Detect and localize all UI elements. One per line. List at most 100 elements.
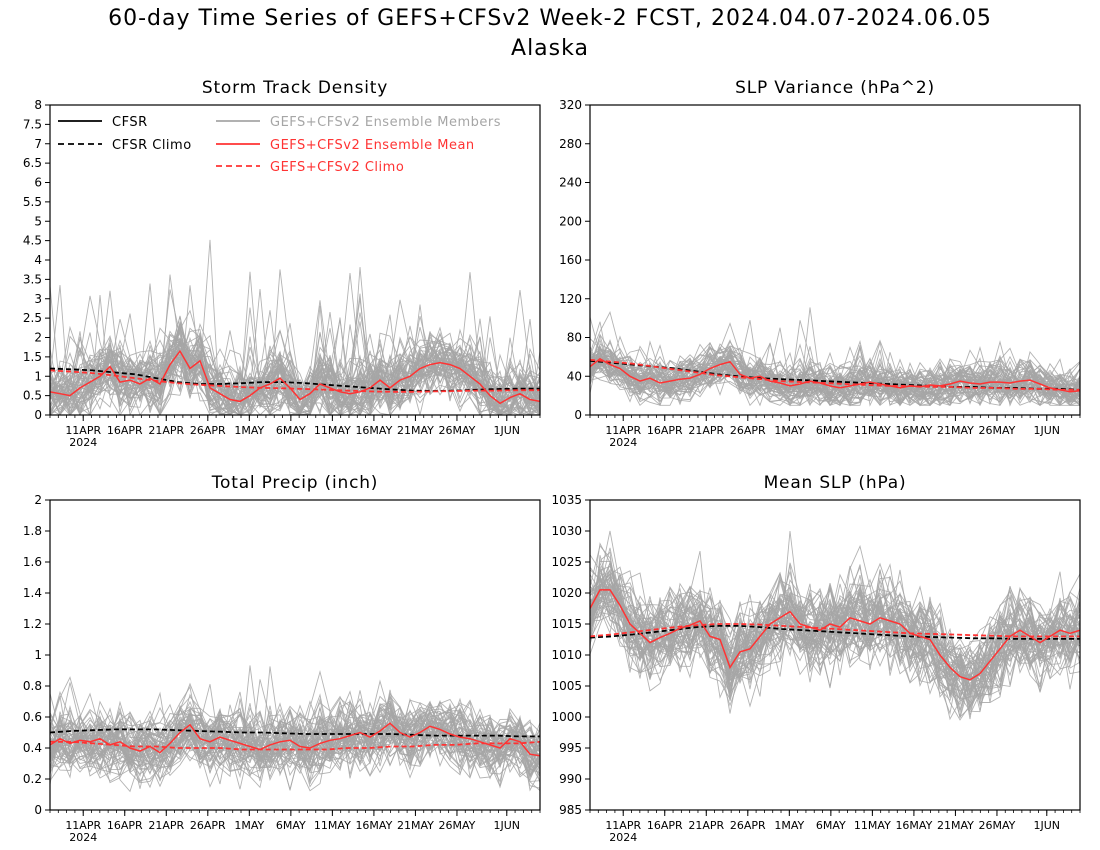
x-tick-label: 16MAY: [355, 819, 392, 832]
y-tick-label: 995: [559, 741, 582, 755]
x-tick-label: 16APR: [647, 424, 683, 437]
x-tick-label: 16APR: [107, 424, 143, 437]
x-tick-label: 26APR: [190, 819, 226, 832]
y-tick-label: 1.4: [23, 586, 42, 600]
member-line: [50, 693, 540, 770]
member-line: [50, 298, 540, 415]
panel-title: SLP Variance (hPa^2): [735, 78, 935, 98]
x-tick-label: 11MAY: [854, 819, 891, 832]
y-tick-label: 1.6: [23, 555, 42, 569]
y-tick-label: 6.5: [23, 156, 42, 170]
y-tick-label: 990: [559, 772, 582, 786]
series-gefs-cfsv2-climo: [50, 369, 540, 393]
x-tick-label: 6MAY: [816, 424, 846, 437]
legend-label-gefs-cfsv2-climo: GEFS+CFSv2 Climo: [270, 160, 404, 175]
panel-2: SLP Variance (hPa^2) 0 40 80 120 160 200 240 280…: [559, 78, 1081, 449]
y-tick-label: 0.8: [23, 679, 42, 693]
ensemble-members: [50, 239, 540, 415]
x-tick-label: 1MAY: [774, 424, 804, 437]
y-tick-label: 0.2: [23, 772, 42, 786]
y-tick-label: 0.6: [23, 710, 42, 724]
member-line: [590, 576, 1080, 710]
x-tick-label: 16MAY: [355, 424, 392, 437]
member-line: [590, 346, 1080, 391]
main-title-line-2: Alaska: [511, 36, 589, 61]
y-tick-label: 120: [559, 292, 582, 306]
x-year-label: 2024: [69, 436, 97, 449]
member-line: [50, 336, 540, 415]
x-tick-label: 21APR: [688, 424, 724, 437]
x-tick-label: 11APR: [605, 424, 641, 437]
x-tick-label: 21MAY: [937, 819, 974, 832]
legend-label-gefs-cfsv2-ensemble-members: GEFS+CFSv2 Ensemble Members: [270, 115, 501, 130]
series-gefs-cfsv2-ensemble-mean: [590, 589, 1080, 681]
legend-label-cfsr-climo: CFSR Climo: [112, 138, 192, 153]
series-gefs-cfsv2-climo: [590, 358, 1080, 391]
member-line: [50, 354, 540, 415]
member-line: [50, 313, 540, 415]
panel-1: Storm Track Density 0 0.5 1 1.5 2 2.5 3 3.5 4 4.5 5…: [23, 78, 541, 449]
member-line: [50, 704, 540, 765]
y-tick-label: 4: [34, 253, 42, 267]
y-tick-label: 1015: [551, 617, 582, 631]
series-gefs-cfsv2-climo: [590, 623, 1080, 638]
member-line: [50, 344, 540, 415]
x-tick-label: 21APR: [148, 819, 184, 832]
panel-title: Storm Track Density: [202, 78, 388, 98]
x-tick-label: 26MAY: [439, 424, 476, 437]
x-tick-label: 16MAY: [895, 819, 932, 832]
member-line: [50, 676, 540, 769]
panel-title: Mean SLP (hPa): [764, 473, 907, 493]
member-line: [50, 691, 540, 760]
series-cfsr-climo: [590, 625, 1080, 640]
x-tick-label: 1JUN: [1034, 424, 1061, 437]
legend: CFSR CFSR Climo GEFS+CFSv2 Ensemble Member…: [58, 115, 501, 175]
panel-title: Total Precip (inch): [211, 473, 378, 493]
ensemble-members: [590, 307, 1080, 407]
y-tick-label: 160: [559, 253, 582, 267]
member-line: [590, 583, 1080, 705]
y-tick-label: 1020: [551, 586, 582, 600]
series-gefs-cfsv2-ensemble-mean: [50, 349, 540, 405]
member-line: [590, 311, 1080, 400]
series-gefs-cfsv2-ensemble-mean: [590, 357, 1080, 393]
x-tick-label: 26APR: [190, 424, 226, 437]
y-axis: 0 0.5 1 1.5 2 2.5 3 3.5 4 4.5 5 5.5 6 6.5 7 7.5 8: [23, 98, 50, 422]
member-line: [590, 343, 1080, 403]
member-line: [50, 701, 540, 769]
member-line: [590, 333, 1080, 393]
x-tick-label: 11APR: [65, 819, 101, 832]
x-tick-label: 11APR: [65, 424, 101, 437]
x-tick-label: 16APR: [647, 819, 683, 832]
y-tick-label: 1.5: [23, 350, 42, 364]
member-line: [590, 362, 1080, 407]
y-tick-label: 1030: [551, 524, 582, 538]
x-tick-label: 21MAY: [397, 819, 434, 832]
ensemble-members: [50, 665, 540, 793]
x-tick-label: 26MAY: [979, 424, 1016, 437]
y-tick-label: 2.5: [23, 311, 42, 325]
y-tick-label: 0: [574, 408, 582, 422]
main-title-line-1: 60-day Time Series of GEFS+CFSv2 Week-2 …: [108, 6, 992, 31]
y-tick-label: 7: [34, 137, 42, 151]
y-tick-label: 1.2: [23, 617, 42, 631]
y-tick-label: 40: [567, 369, 582, 383]
y-tick-label: 280: [559, 137, 582, 151]
y-tick-label: 1000: [551, 710, 582, 724]
y-tick-label: 5: [34, 214, 42, 228]
y-tick-label: 1: [34, 369, 42, 383]
x-tick-label: 1JUN: [1034, 819, 1061, 832]
y-tick-label: 1010: [551, 648, 582, 662]
x-tick-label: 11MAY: [854, 424, 891, 437]
x-tick-label: 21MAY: [937, 424, 974, 437]
y-tick-label: 0.5: [23, 389, 42, 403]
legend-label-gefs-cfsv2-ensemble-mean: GEFS+CFSv2 Ensemble Mean: [270, 138, 475, 153]
x-tick-label: 16MAY: [895, 424, 932, 437]
series-cfsr-climo: [50, 728, 540, 738]
member-line: [590, 355, 1080, 407]
